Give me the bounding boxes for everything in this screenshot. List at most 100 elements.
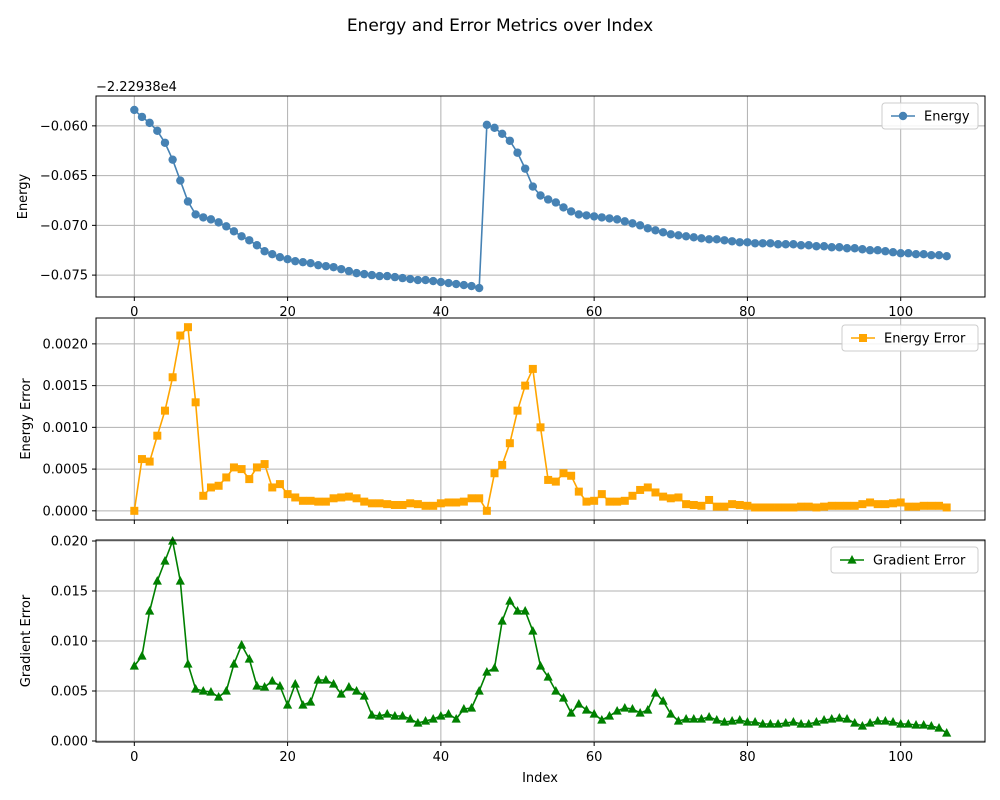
data-point [267,676,277,685]
data-point [367,499,376,508]
data-point [781,240,790,249]
data-point [658,696,668,705]
energy-error-axes-frame [95,317,986,521]
data-point [137,455,146,464]
data-point [597,490,606,499]
x-tick-label: 0 [130,750,138,765]
data-point [674,231,683,240]
data-point [152,576,162,585]
data-point [436,277,446,287]
data-point [145,606,155,615]
data-point [582,211,591,220]
x-tick-label: 80 [739,305,756,320]
data-point [466,703,477,712]
data-point [199,213,208,222]
data-point [857,721,867,730]
data-point [390,711,400,720]
data-point [551,198,561,207]
data-point [643,705,653,714]
data-point [398,273,407,283]
data-point [268,250,277,259]
data-point [835,243,844,252]
data-point [390,272,400,282]
data-point [199,491,208,500]
data-point [589,212,599,221]
data-point [597,715,607,724]
data-point [858,500,867,509]
data-point [773,719,783,728]
data-point [351,686,362,695]
data-point [328,679,339,688]
data-point [229,463,238,472]
data-point [489,663,500,672]
energy-error-markers [130,323,951,515]
data-point [788,717,799,726]
legend-label: Energy Error [884,332,966,347]
data-point [566,708,576,717]
data-point [635,708,645,717]
data-point [137,112,147,122]
data-point [245,475,254,484]
data-point [919,720,929,729]
data-point [490,123,499,133]
y-tick-label: 0.0020 [43,337,89,352]
data-point [160,556,170,565]
data-point [459,497,468,506]
data-point [367,270,377,280]
data-point [421,275,430,285]
y-offset-label: −2.22938e4 [96,80,177,95]
data-point [221,686,231,695]
data-point [183,197,193,206]
data-point [467,281,476,291]
data-point [329,494,338,503]
data-point [835,501,844,510]
data-point [574,699,584,708]
data-point [490,469,499,478]
data-point [758,503,767,512]
data-point [919,501,928,510]
data-point [283,490,292,499]
data-point [153,126,162,136]
data-point [260,682,270,691]
data-point [130,105,139,115]
data-point [865,246,875,255]
data-point [597,213,607,222]
data-point [252,241,262,250]
y-tick-label: 0.010 [51,635,88,650]
x-tick-label: 20 [279,750,296,765]
data-point [781,503,790,512]
data-point [705,495,714,504]
data-point [888,717,898,726]
data-point [589,709,599,718]
data-point [712,235,721,244]
data-point [812,503,821,512]
data-point [176,176,185,185]
data-point [497,129,507,139]
data-point [436,711,446,720]
y-tick-label: 0.000 [51,735,88,750]
data-point [774,503,783,512]
data-point [429,501,438,510]
data-point [298,700,308,709]
data-point [352,494,361,503]
data-point [352,268,361,278]
data-point [820,502,829,511]
x-tick-label: 60 [586,750,603,765]
data-point [651,226,660,235]
data-point [405,714,415,723]
data-point [581,705,592,714]
data-point [382,709,392,718]
data-point [183,659,193,668]
data-point [398,500,407,509]
data-point [222,222,231,231]
data-point [359,691,369,700]
data-point [658,228,668,237]
data-point [804,719,814,728]
energy-legend: Energy [881,102,979,130]
x-tick-label: 60 [586,305,603,320]
data-point [390,500,399,509]
data-point [298,257,308,267]
data-point [145,457,154,466]
data-point [206,215,216,224]
